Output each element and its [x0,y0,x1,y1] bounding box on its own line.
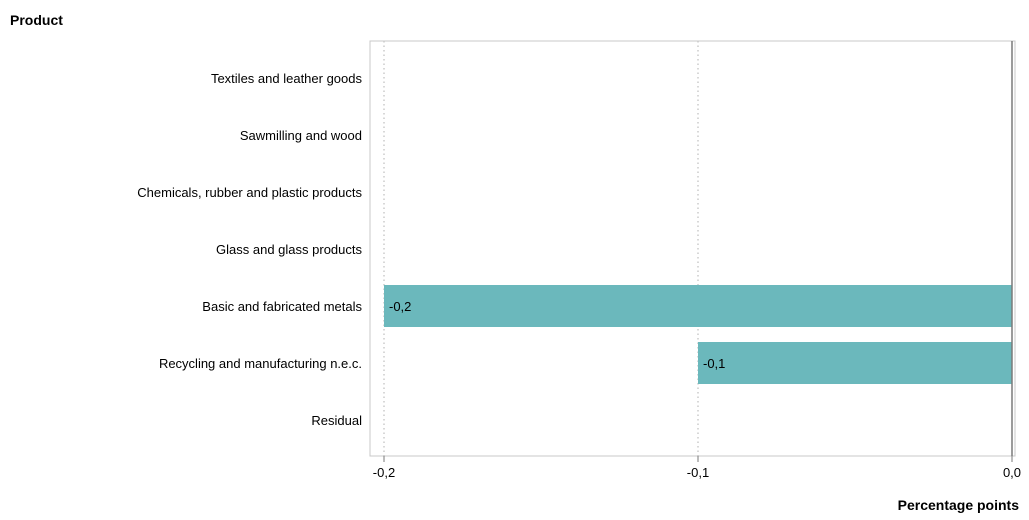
bar-data-label: -0,2 [389,299,411,314]
category-label: Basic and fabricated metals [202,299,362,314]
bar-data-label: -0,1 [703,356,725,371]
x-tick-label: -0,1 [687,465,709,480]
x-tick-label: 0,0 [1003,465,1021,480]
bar [384,285,1012,327]
category-label: Residual [311,413,362,428]
category-label: Sawmilling and wood [240,128,362,143]
category-label: Glass and glass products [216,242,362,257]
category-label: Textiles and leather goods [211,71,363,86]
plot-frame [369,40,1016,457]
y-axis-title: Product [10,12,63,28]
bar [698,342,1012,384]
category-label: Chemicals, rubber and plastic products [137,185,362,200]
x-axis-title: Percentage points [897,497,1019,513]
x-tick-label: -0,2 [373,465,395,480]
category-label: Recycling and manufacturing n.e.c. [159,356,362,371]
